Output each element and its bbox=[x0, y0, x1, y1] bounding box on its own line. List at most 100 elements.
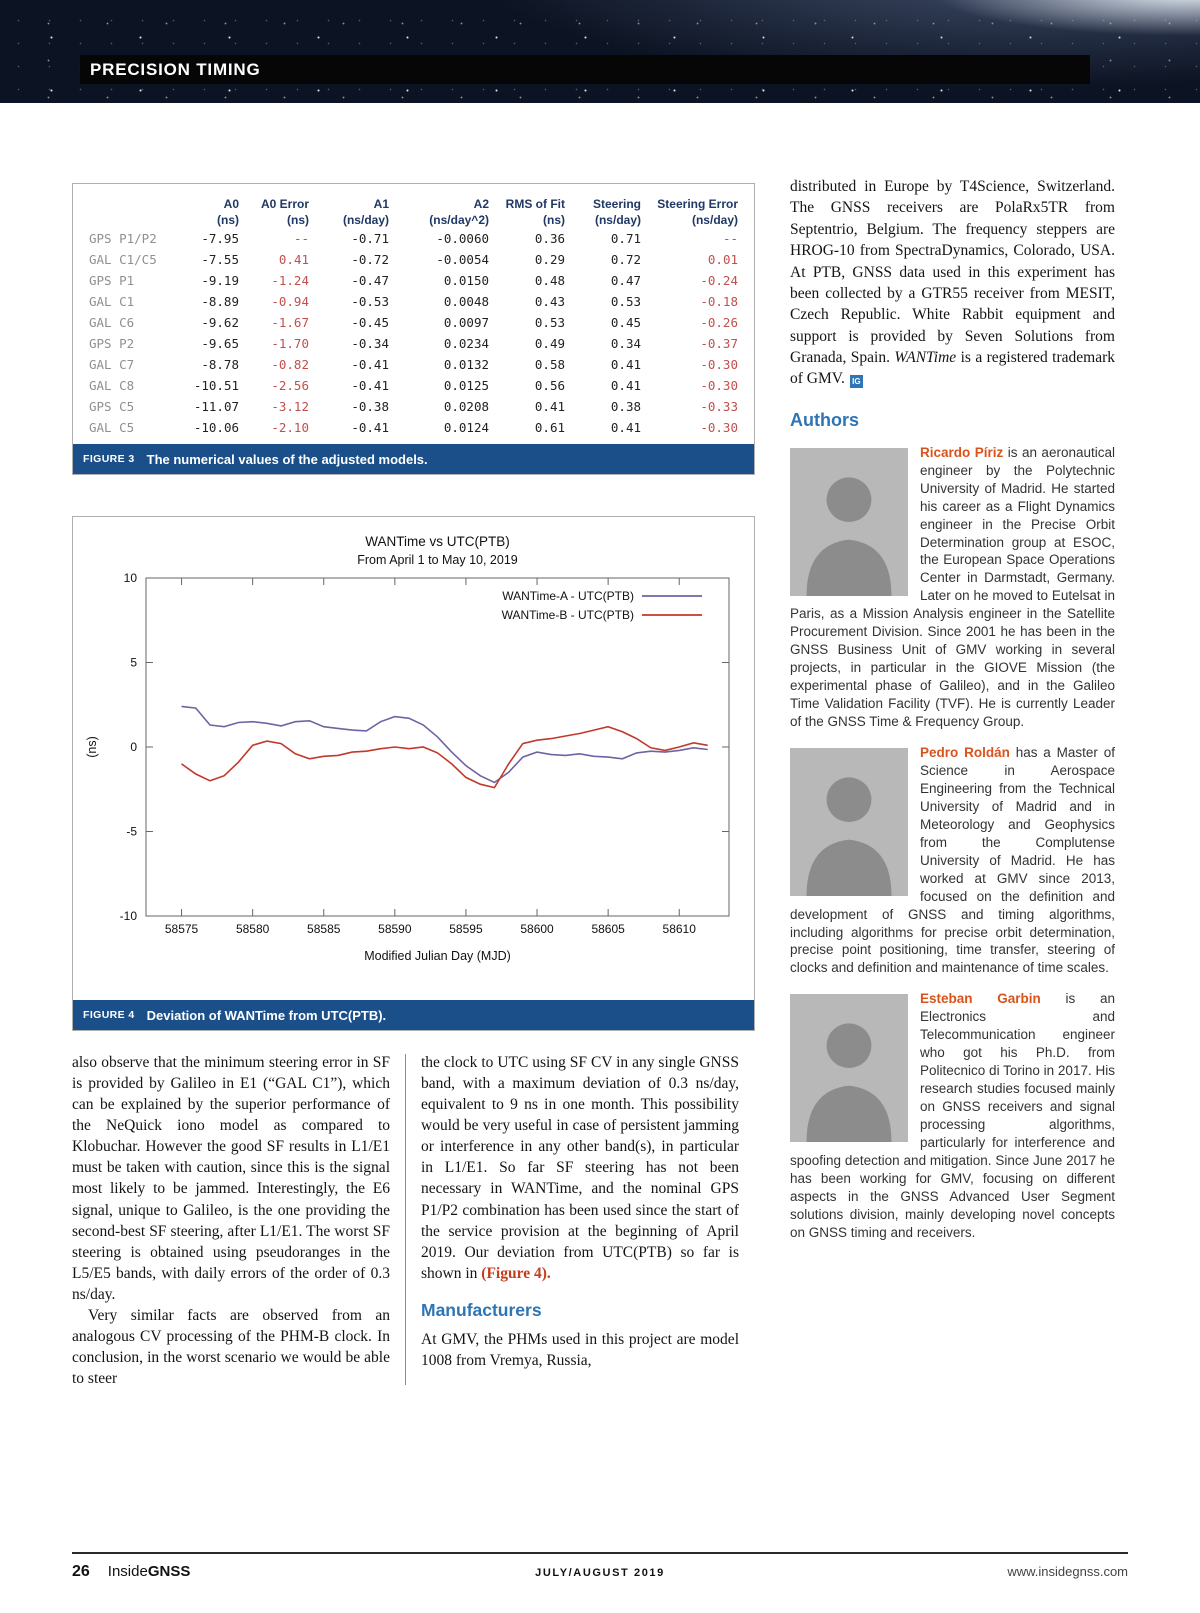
author-bio: Esteban Garbin is an Electronics and Tel… bbox=[790, 991, 1115, 1240]
table-cell: 0.43 bbox=[534, 294, 565, 309]
y-tick-label: -10 bbox=[120, 909, 138, 923]
table-row: GPS C5 -11.07 -3.12 -0.38 0.0208 0.41 0.38 -0.3… bbox=[85, 396, 742, 417]
table-cell: 0.72 bbox=[610, 252, 641, 267]
figure3-box: A0 A0 Error A1 A2 RMS of Fit Steering Steering… bbox=[72, 183, 755, 475]
table-cell: -11.07 bbox=[193, 399, 239, 414]
table-cell: 0.01 bbox=[707, 252, 738, 267]
author-name: Pedro Roldán bbox=[920, 745, 1010, 760]
body-column-2: the clock to UTC using SF CV in any sing… bbox=[421, 1052, 739, 1389]
table-cell: -- bbox=[293, 231, 309, 246]
table-cell: -0.38 bbox=[351, 399, 389, 414]
table-row: GAL C8 -10.51 -2.56 -0.41 0.0125 0.56 0.41 -0.3… bbox=[85, 375, 742, 396]
table-cell: -0.34 bbox=[351, 336, 389, 351]
intro-text-2: is a registered trademark of GMV. bbox=[790, 349, 1115, 388]
column-header: A0 Error bbox=[260, 197, 309, 211]
table-cell: 0.0097 bbox=[443, 315, 489, 330]
table-row: GPS P1/P2 -7.95 -- -0.71 -0.0060 0.36 0.71 -- bbox=[85, 228, 742, 249]
table-cell: -1.70 bbox=[271, 336, 309, 351]
author-portrait-silhouette bbox=[790, 994, 908, 1143]
table-row: GAL C7 -8.78 -0.82 -0.41 0.0132 0.58 0.41 -0.30 bbox=[85, 354, 742, 375]
legend-label: WANTime-B - UTC(PTB) bbox=[502, 608, 634, 622]
column-unit: (ns/day) bbox=[594, 213, 641, 227]
intro-text-1: distributed in Europe by T4Science, Swit… bbox=[790, 178, 1115, 366]
y-tick-label: -5 bbox=[126, 825, 137, 839]
table-cell: 0.41 bbox=[610, 357, 641, 372]
sidebar-column: distributed in Europe by T4Science, Swit… bbox=[790, 176, 1115, 1242]
row-label: GPS P2 bbox=[89, 336, 135, 351]
column-header: Steering bbox=[592, 197, 641, 211]
table-row: GAL C6 -9.62 -1.67 -0.45 0.0097 0.53 0.45 -0.26 bbox=[85, 312, 742, 333]
figure4-caption-text: Deviation of WANTime from UTC(PTB). bbox=[146, 1007, 387, 1023]
figure3-table-area: A0 A0 Error A1 A2 RMS of Fit Steering Steering… bbox=[73, 184, 754, 444]
article-body: also observe that the minimum steering e… bbox=[72, 1052, 740, 1389]
table-cell: 0.0132 bbox=[443, 357, 489, 372]
table-cell: -0.30 bbox=[700, 420, 738, 435]
table-cell: -0.41 bbox=[351, 420, 389, 435]
authors-list: Ricardo Píriz is an aeronautical enginee… bbox=[790, 444, 1115, 1242]
column-unit: (ns/day) bbox=[691, 213, 738, 227]
table-cell: -2.56 bbox=[271, 378, 309, 393]
table-row: GAL C1 -8.89 -0.94 -0.53 0.0048 0.43 0.53 -0.18 bbox=[85, 291, 742, 312]
brand-bold: GNSS bbox=[147, 1563, 191, 1580]
row-label: GPS C5 bbox=[89, 399, 135, 414]
y-tick-label: 5 bbox=[130, 656, 137, 670]
authors-heading: Authors bbox=[790, 409, 859, 430]
section-label: PRECISION TIMING bbox=[80, 55, 1090, 84]
table-cell: -0.41 bbox=[351, 357, 389, 372]
table-cell: 0.41 bbox=[534, 399, 565, 414]
series-b-line bbox=[181, 725, 708, 789]
author-photo bbox=[790, 447, 908, 596]
figure4-caption-label: FIGURE 4 bbox=[83, 1009, 135, 1021]
figure3-caption-label: FIGURE 3 bbox=[83, 453, 135, 465]
table-cell: -7.95 bbox=[201, 231, 239, 246]
table-cell: 0.41 bbox=[278, 252, 309, 267]
table-cell: -0.30 bbox=[700, 357, 738, 372]
row-label: GPS P1 bbox=[89, 273, 135, 288]
x-tick-label: 58585 bbox=[307, 922, 341, 936]
author-block: Pedro Roldán has a Master of Science in … bbox=[790, 744, 1115, 977]
figure3-caption-text: The numerical values of the adjusted mod… bbox=[146, 451, 428, 467]
manufacturers-paragraph: At GMV, the PHMs used in this project ar… bbox=[421, 1330, 739, 1369]
table-cell: -0.82 bbox=[271, 357, 309, 372]
table-cell: -7.55 bbox=[201, 252, 239, 267]
row-label: GAL C8 bbox=[89, 378, 135, 393]
table-corner bbox=[85, 196, 183, 212]
y-tick-label: 0 bbox=[130, 740, 137, 754]
table-cell: 0.61 bbox=[534, 420, 565, 435]
page-number: 26 bbox=[72, 1563, 90, 1580]
row-label: GAL C6 bbox=[89, 315, 135, 330]
chart-subtitle: From April 1 to May 10, 2019 bbox=[357, 553, 518, 567]
y-tick-label: 10 bbox=[124, 571, 138, 585]
column-unit: (ns/day) bbox=[342, 213, 389, 227]
column-header: Steering Error bbox=[657, 197, 738, 211]
body-paragraph: the clock to UTC using SF CV in any sing… bbox=[421, 1052, 739, 1284]
fig3-table: A0 A0 Error A1 A2 RMS of Fit Steering Steering… bbox=[85, 196, 742, 438]
top-banner: PRECISION TIMING bbox=[0, 0, 1200, 103]
row-label: GPS P1/P2 bbox=[89, 231, 157, 246]
author-portrait-silhouette bbox=[790, 748, 908, 896]
table-cell: -9.65 bbox=[201, 336, 239, 351]
column-unit: (ns) bbox=[543, 213, 565, 227]
footer-left: 26 InsideGNSS bbox=[72, 1563, 424, 1581]
author-portrait-silhouette bbox=[790, 447, 908, 596]
table-cell: -0.72 bbox=[351, 252, 389, 267]
table-cell: 0.45 bbox=[610, 315, 641, 330]
table-cell: 0.29 bbox=[534, 252, 565, 267]
brand-regular: Inside bbox=[107, 1563, 148, 1580]
figure4-caption: FIGURE 4 Deviation of WANTime from UTC(P… bbox=[73, 1000, 754, 1030]
table-cell: 0.34 bbox=[610, 336, 641, 351]
row-label: GAL C1 bbox=[89, 294, 135, 309]
column-unit: (ns) bbox=[287, 213, 309, 227]
trademark-word: WANTime bbox=[894, 349, 957, 366]
table-cell: -0.94 bbox=[271, 294, 309, 309]
table-cell: -8.78 bbox=[201, 357, 239, 372]
table-cell: 0.38 bbox=[610, 399, 641, 414]
table-cell: -0.47 bbox=[351, 273, 389, 288]
author-photo bbox=[790, 994, 908, 1143]
x-tick-label: 58590 bbox=[378, 922, 412, 936]
manufacturers-heading: Manufacturers bbox=[421, 1299, 542, 1320]
row-label: GAL C5 bbox=[89, 420, 135, 435]
table-cell: -0.0054 bbox=[436, 252, 489, 267]
table-cell: 0.41 bbox=[610, 420, 641, 435]
table-cell: 0.58 bbox=[534, 357, 565, 372]
